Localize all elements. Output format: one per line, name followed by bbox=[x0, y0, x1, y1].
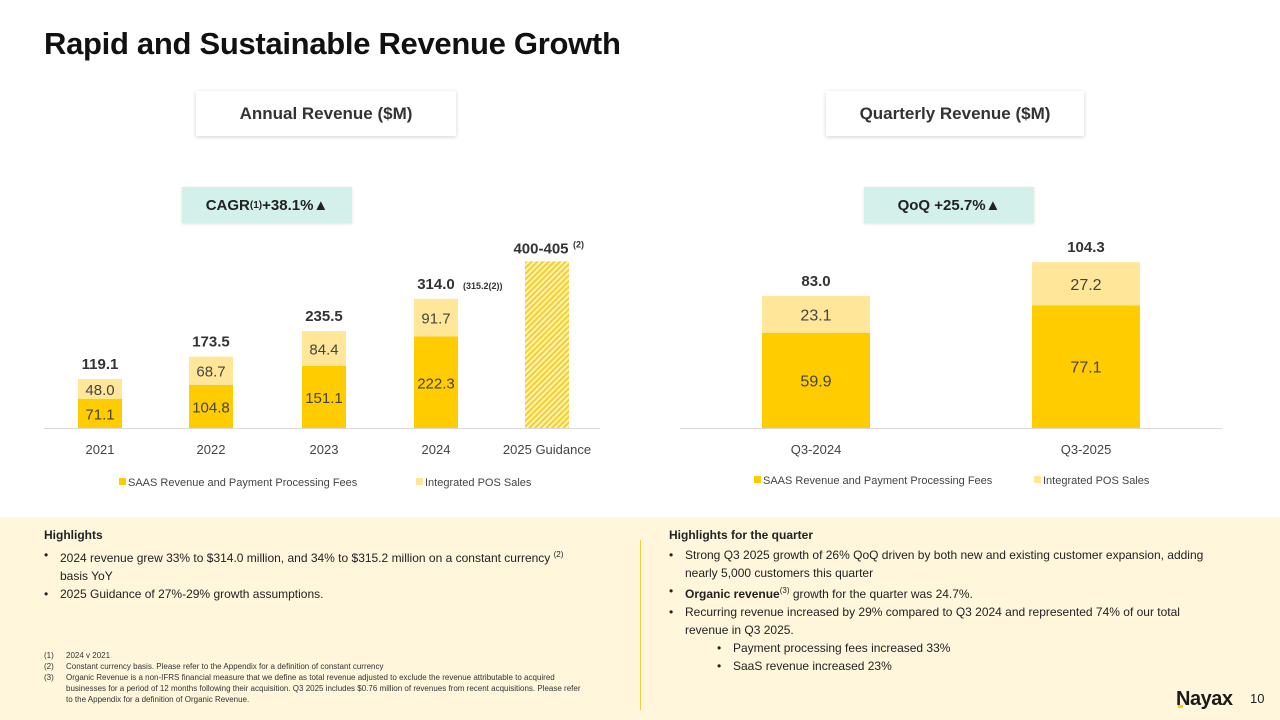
quarter-highlights-title: Highlights for the quarter bbox=[669, 528, 813, 542]
quarterly-revenue-chart: 59.9 23.1 83.0 Q3-2024 77.1 27.2 104.3 Q3-2025 S… bbox=[680, 239, 1222, 487]
guidance-total-label: 400-405 bbox=[513, 240, 568, 257]
legend-swatch-pos bbox=[416, 478, 423, 485]
bar-total-label: 314.0 bbox=[417, 276, 455, 293]
cagr-badge: CAGR (1) +38.1% ▲ bbox=[182, 187, 352, 223]
bar-value-label: 77.1 bbox=[1070, 360, 1101, 377]
guidance-footnote-ref: (2) bbox=[573, 239, 584, 249]
qoq-value: QoQ +25.7% bbox=[897, 196, 986, 214]
annual-highlights-title: Highlights bbox=[44, 528, 103, 542]
cagr-footnote-ref: (1) bbox=[249, 199, 263, 211]
legend-label: Integrated POS Sales bbox=[1043, 475, 1150, 487]
bar-total-label: 83.0 bbox=[801, 273, 830, 290]
bar-value-label: 91.7 bbox=[421, 311, 450, 328]
revenue-charts: 71.1 48.0 119.1 2021 104.8 68.7 173.5 2022 151.1… bbox=[44, 239, 1222, 489]
bar-total-label: 104.3 bbox=[1067, 239, 1105, 256]
category-label: 2023 bbox=[310, 442, 339, 457]
qoq-badge: QoQ +25.7% ▲ bbox=[864, 187, 1034, 223]
bar-value-label: 104.8 bbox=[192, 399, 230, 416]
footnote: (2) Constant currency basis. Please refer… bbox=[44, 662, 384, 671]
saas-bar-segment bbox=[1032, 305, 1140, 428]
bar-value-label: 68.7 bbox=[196, 364, 225, 381]
legend-label: SAAS Revenue and Payment Processing Fees bbox=[763, 475, 993, 487]
pos-bar-segment bbox=[78, 378, 122, 399]
saas-bar-segment bbox=[762, 332, 870, 428]
saas-bar-segment bbox=[414, 336, 458, 428]
legend-label: SAAS Revenue and Payment Processing Fees bbox=[128, 477, 358, 489]
guidance-bar bbox=[525, 261, 569, 428]
cagr-prefix: CAGR bbox=[205, 196, 250, 214]
saas-bar-segment bbox=[302, 365, 346, 428]
total-footnote-ref: (315.2(2)) bbox=[463, 281, 503, 291]
nayax-logo: Nayax bbox=[1176, 688, 1233, 710]
category-label: Q3-2025 bbox=[1061, 442, 1112, 457]
saas-bar-segment bbox=[189, 384, 233, 428]
annual-highlights: Highlights 2024 revenue grew 33% to $314… bbox=[44, 526, 584, 603]
saas-bar-segment bbox=[78, 398, 122, 428]
quarter-highlights: Highlights for the quarter Strong Q3 202… bbox=[669, 526, 1209, 675]
pos-bar-segment bbox=[1032, 262, 1140, 306]
quarter-highlight-subitem: Payment processing fees increased 33% bbox=[669, 639, 1209, 657]
bar-value-label: 23.1 bbox=[800, 307, 831, 324]
up-arrow-icon: ▲ bbox=[985, 196, 1001, 214]
bar-value-label: 222.3 bbox=[417, 375, 455, 392]
footnotes: (1) 2024 v 2021 (2) Constant currency basi… bbox=[44, 650, 584, 705]
pos-bar-segment bbox=[189, 356, 233, 385]
annual-revenue-chart: 71.1 48.0 119.1 2021 104.8 68.7 173.5 2022 151.1… bbox=[44, 239, 600, 489]
bar-value-label: 48.0 bbox=[85, 382, 114, 399]
bar-value-label: 27.2 bbox=[1070, 277, 1101, 294]
logo-accent bbox=[1178, 705, 1183, 708]
bar-total-label: 119.1 bbox=[82, 356, 119, 373]
annual-highlight-item: 2025 Guidance of 27%-29% growth assumpti… bbox=[44, 585, 584, 603]
bar-value-label: 71.1 bbox=[85, 406, 114, 423]
quarter-highlight-item: Recurring revenue increased by 29% compa… bbox=[669, 603, 1209, 639]
highlights-divider bbox=[640, 540, 641, 710]
quarter-highlight-item: Strong Q3 2025 growth of 26% QoQ driven … bbox=[669, 546, 1209, 582]
quarter-highlight-item: Organic revenue(3) growth for the quarte… bbox=[669, 582, 1209, 603]
bar-total-label: 235.5 bbox=[305, 308, 343, 325]
quarterly-chart-header: Quarterly Revenue ($M) bbox=[826, 91, 1084, 136]
page-title: Rapid and Sustainable Revenue Growth bbox=[44, 26, 621, 61]
bar-value-label: 59.9 bbox=[800, 373, 831, 390]
legend-swatch-pos bbox=[1034, 476, 1041, 483]
pos-bar-segment bbox=[414, 298, 458, 337]
legend-swatch-saas bbox=[119, 478, 126, 485]
pos-bar-segment bbox=[302, 331, 346, 366]
bar-value-label: 84.4 bbox=[309, 341, 338, 358]
footnote: (3) Organic Revenue is a non-IFRS financi… bbox=[44, 673, 581, 704]
up-arrow-icon: ▲ bbox=[313, 196, 329, 214]
legend-swatch-saas bbox=[754, 476, 761, 483]
category-label: 2022 bbox=[197, 442, 226, 457]
footnote: (1) 2024 v 2021 bbox=[44, 651, 111, 660]
category-label: 2024 bbox=[422, 442, 451, 457]
legend-label: Integrated POS Sales bbox=[425, 477, 532, 489]
annual-highlight-item: 2024 revenue grew 33% to $314.0 million,… bbox=[44, 546, 584, 585]
cagr-value: +38.1% bbox=[262, 196, 314, 214]
pos-bar-segment bbox=[762, 296, 870, 333]
category-label: Q3-2024 bbox=[791, 442, 842, 457]
category-label: 2025 Guidance bbox=[503, 442, 591, 457]
annual-chart-header: Annual Revenue ($M) bbox=[196, 91, 456, 136]
category-label: 2021 bbox=[86, 442, 115, 457]
bar-total-label: 173.5 bbox=[192, 334, 230, 351]
bar-value-label: 151.1 bbox=[305, 390, 343, 407]
quarter-highlight-subitem: SaaS revenue increased 23% bbox=[669, 657, 1209, 675]
page-number: 10 bbox=[1250, 691, 1265, 706]
